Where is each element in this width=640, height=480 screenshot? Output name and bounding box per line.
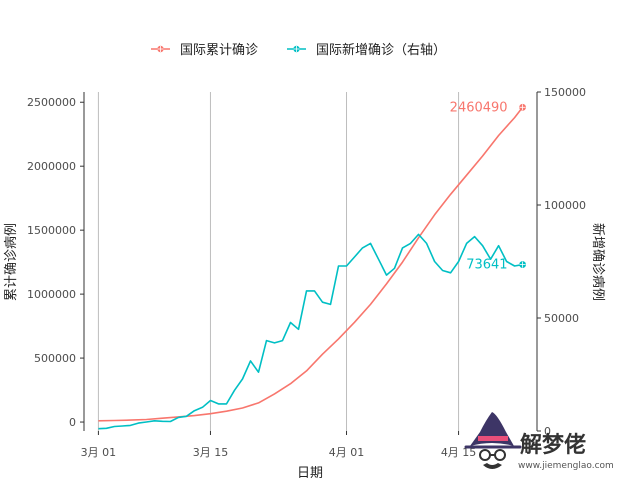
series-line-0 [98,106,524,422]
x-tick-label-0: 3月 01 [81,446,117,459]
series-line-1 [98,233,523,430]
wizard-hat-glasses-logo-icon [464,412,522,469]
x-tick-label-2: 4月 01 [329,446,365,459]
y-right-tick-label-1: 50000 [544,312,579,325]
x-axis-title: 日期 [297,466,323,480]
y-left-tick-label-5: 2500000 [27,96,76,109]
watermark-text: 解梦佬 [520,432,586,458]
legend: 国际累计确诊 国际新增确诊（右轴） [151,42,446,58]
legend-label-daily: 国际新增确诊（右轴） [316,42,446,58]
y-left-tick-label-3: 1500000 [27,224,76,237]
y-left-axis-title: 累计确诊病例 [4,223,19,301]
series-layer [98,103,526,430]
legend-marker-daily [293,45,300,53]
x-tick-label-3: 4月 15 [441,446,477,459]
y-right-tick-label-3: 150000 [544,86,586,99]
y-left-tick-label-2: 1000000 [27,288,76,301]
axes [83,92,538,431]
annotation-label-1: 73641 [466,258,507,273]
x-axis-ticks: 3月 01 3月 15 4月 01 4月 15 [81,431,477,459]
grid [97,92,460,431]
y-right-tick-label-0: 0 [544,425,551,438]
y-left-tick-label-0: 0 [69,416,76,429]
series-end-marker-1 [519,261,526,268]
annotations-layer: 2460490 73641 [450,100,508,272]
x-tick-label-1: 3月 15 [193,446,229,459]
y-right-axis-title: 新增确诊病例 [590,223,606,301]
y-right-tick-label-2: 100000 [544,199,586,212]
watermark-url: www.jiemenglao.com [518,461,614,471]
y-left-axis-ticks: 0 500000 1000000 1500000 2000000 2500000 [27,96,84,429]
series-end-marker-0 [519,103,526,111]
y-left-tick-label-1: 500000 [34,352,76,365]
annotation-label-0: 2460490 [450,100,508,115]
watermark: 解梦佬 www.jiemenglao.com [464,412,614,471]
y-left-tick-label-4: 2000000 [27,160,76,173]
legend-marker-cumulative [157,45,164,53]
y-right-axis-ticks: 0 50000 100000 150000 [537,86,586,438]
legend-label-cumulative: 国际累计确诊 [180,43,258,58]
